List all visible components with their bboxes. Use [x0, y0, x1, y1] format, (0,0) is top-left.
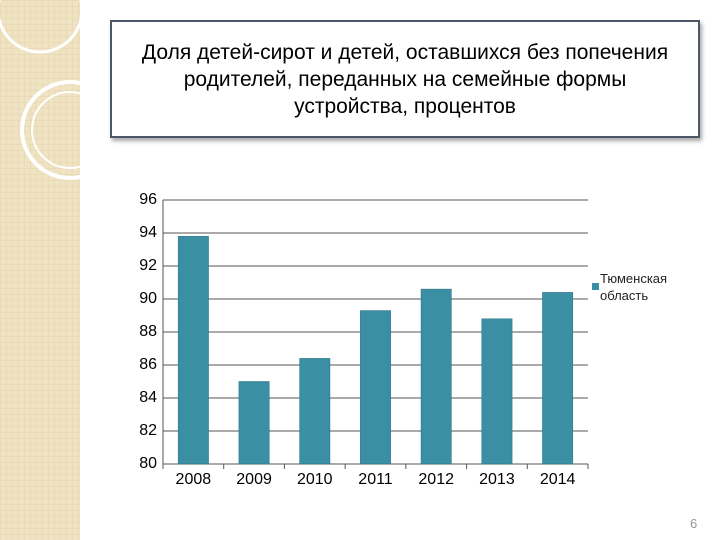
bar: [177, 236, 209, 465]
legend-marker: [592, 283, 599, 290]
x-tick-label: 2012: [418, 471, 454, 488]
bar: [542, 292, 574, 465]
y-tick-label: 92: [139, 257, 157, 274]
y-tick-label: 88: [139, 323, 157, 340]
x-tick-label: 2009: [236, 471, 272, 488]
chart-title: Доля детей-сирот и детей, оставшихся без…: [141, 40, 669, 118]
bar: [420, 288, 452, 465]
x-tick-label: 2013: [479, 471, 515, 488]
x-tick-label: 2008: [176, 471, 212, 488]
bar: [299, 358, 331, 465]
bar: [481, 318, 513, 465]
decor-strip: [0, 0, 80, 540]
y-tick-label: 86: [139, 356, 157, 373]
y-tick-label: 84: [139, 389, 157, 406]
x-tick-label: 2010: [297, 471, 333, 488]
bar: [360, 310, 391, 465]
y-tick-label: 80: [139, 455, 157, 472]
y-tick-label: 82: [139, 422, 157, 439]
y-tick-label: 90: [139, 290, 157, 307]
x-tick-label: 2011: [358, 471, 393, 488]
y-tick-label: 96: [139, 191, 157, 208]
legend-label: Тюменская область: [600, 271, 668, 303]
slide-number: 6: [690, 516, 698, 531]
x-tick-label: 2014: [540, 471, 576, 488]
y-tick-label: 94: [139, 224, 157, 241]
bar: [238, 381, 270, 465]
title-box: Доля детей-сирот и детей, оставшихся без…: [110, 20, 700, 138]
